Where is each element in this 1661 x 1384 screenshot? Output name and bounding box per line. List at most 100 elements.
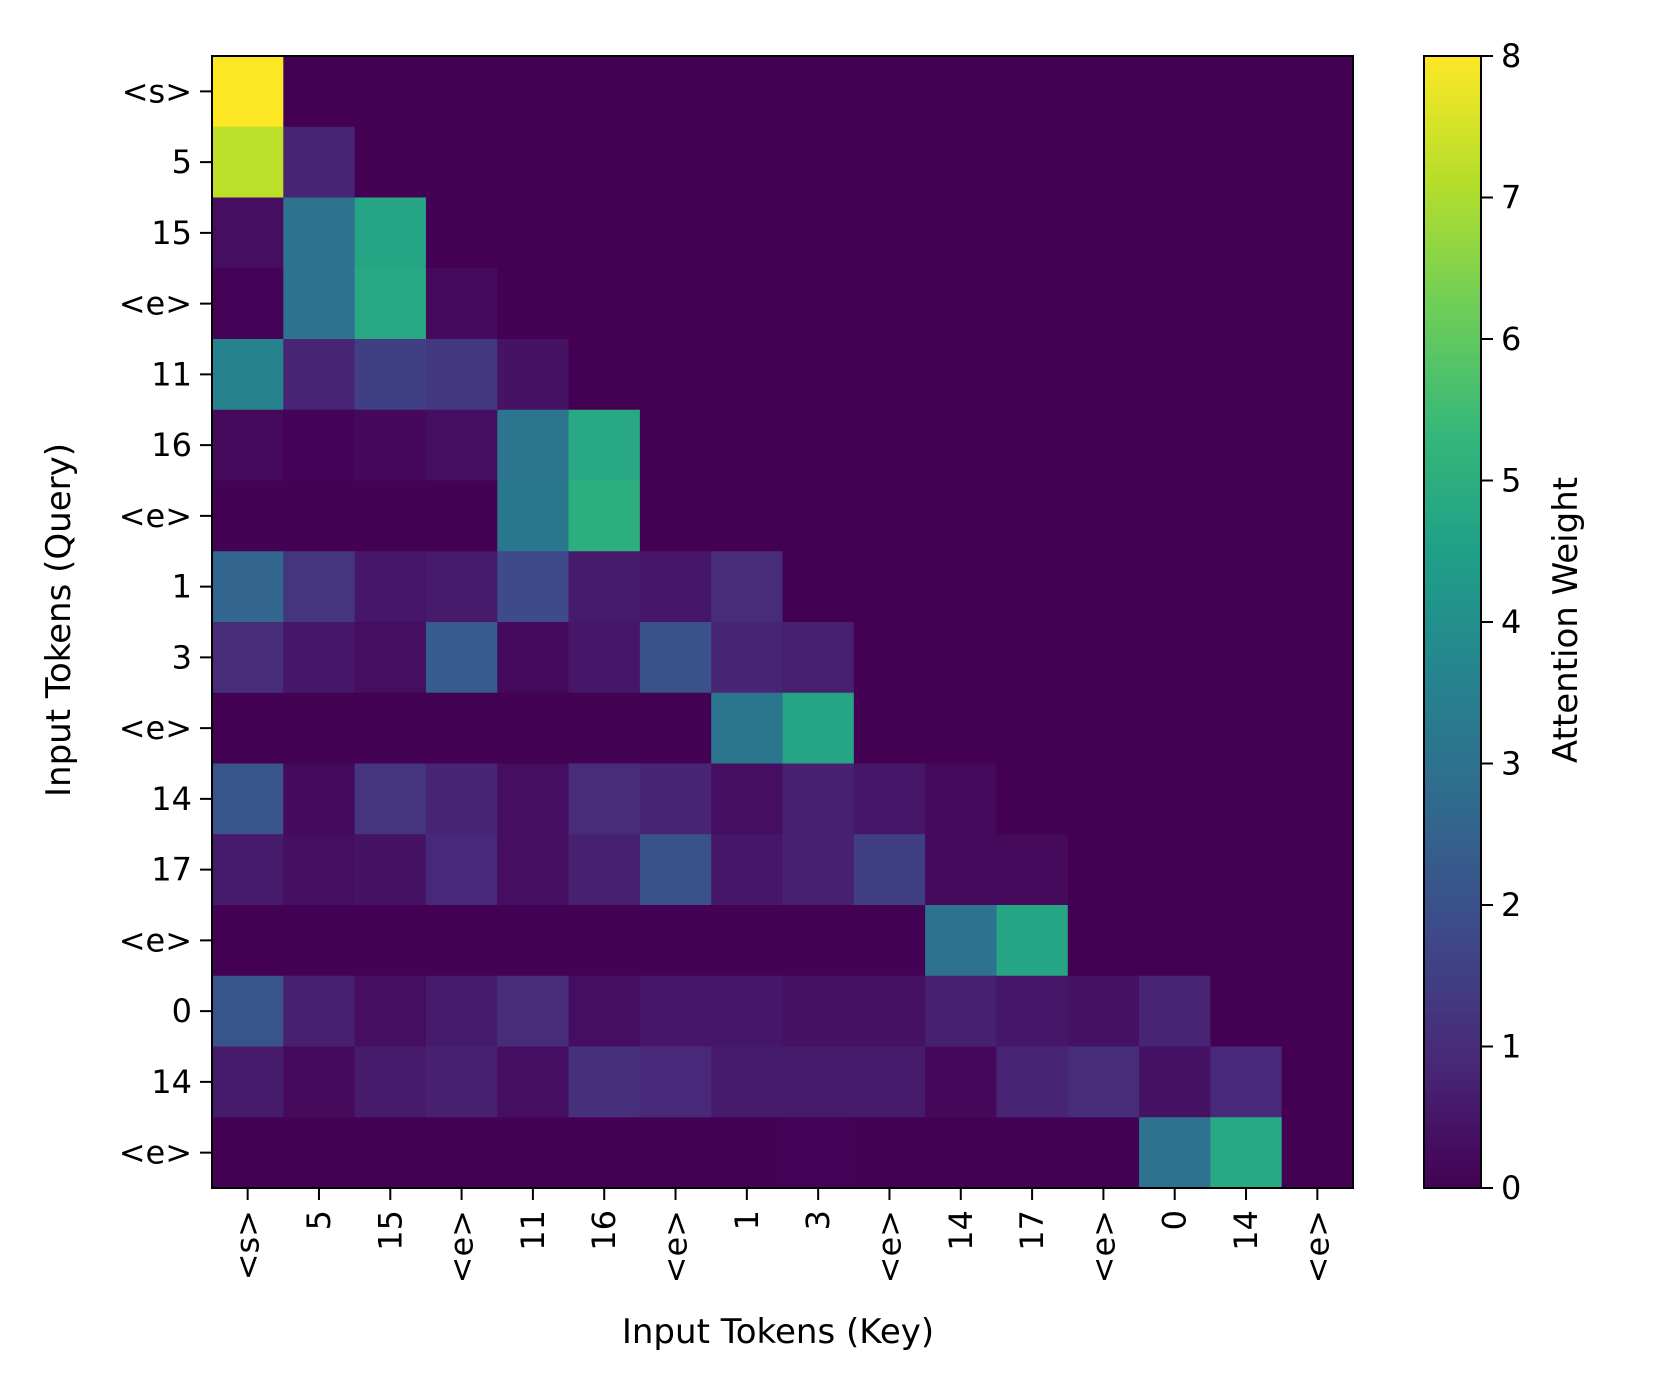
heatmap-cell: [497, 975, 570, 1048]
heatmap-cell: [925, 834, 998, 906]
heatmap-cell: [711, 834, 784, 906]
heatmap-cell: [925, 197, 998, 269]
heatmap-cell: [639, 834, 712, 906]
heatmap-cell: [996, 339, 1069, 411]
heatmap-cell: [354, 1046, 427, 1118]
heatmap-cell: [639, 268, 712, 340]
heatmap-cell: [212, 480, 284, 552]
plot-frame: [211, 55, 1354, 1189]
heatmap-cell: [497, 622, 570, 694]
heatmap-cell: [425, 339, 498, 411]
heatmap-cell: [782, 905, 855, 977]
y-tick-label: 15: [151, 214, 192, 252]
heatmap-cell: [1139, 692, 1211, 765]
y-axis-ticks: <s> 5 15 <e> 11 16 <e> 1 3 <e> 14 17 <e> 0 14 <e>: [119, 72, 212, 1172]
heatmap-cell: [925, 1117, 998, 1189]
heatmap-cell: [996, 975, 1069, 1048]
heatmap-cell: [639, 1046, 712, 1118]
x-tick-label: 15: [371, 1210, 409, 1251]
heatmap-cell: [354, 409, 427, 482]
heatmap-cell: [996, 409, 1069, 482]
x-tick-label: 14: [1227, 1210, 1265, 1251]
heatmap-cell: [568, 409, 641, 482]
heatmap-cell: [1067, 197, 1140, 269]
colorbar-tick-label: 4: [1501, 603, 1521, 641]
heatmap-cell: [639, 551, 712, 623]
heatmap-cell: [996, 1117, 1069, 1189]
heatmap-cell: [354, 1117, 427, 1189]
heatmap-cell: [568, 480, 641, 552]
heatmap-cell: [568, 692, 641, 765]
heatmap-cell: [711, 763, 784, 835]
heatmap-cell: [497, 56, 570, 128]
colorbar-ticks: 0 1 2 3 4 5 6 7 8: [1481, 37, 1521, 1207]
heatmap-cell: [782, 56, 855, 128]
heatmap-cell: [1139, 197, 1211, 269]
heatmap-cell: [283, 1117, 356, 1189]
heatmap-cell: [497, 409, 570, 482]
heatmap-cell: [497, 1046, 570, 1118]
heatmap-cell: [1067, 551, 1140, 623]
heatmap-cell: [568, 56, 641, 128]
heatmap-cell: [354, 975, 427, 1048]
heatmap-cell: [212, 622, 284, 694]
heatmap-cell: [283, 268, 356, 340]
heatmap-cell: [354, 268, 427, 340]
heatmap-cell: [497, 197, 570, 269]
heatmap-cell: [639, 1117, 712, 1189]
heatmap-cell: [996, 1046, 1069, 1118]
heatmap-cell: [925, 268, 998, 340]
heatmap-cell: [497, 268, 570, 340]
x-tick-label: <e>: [1084, 1210, 1122, 1283]
heatmap-cell: [996, 197, 1069, 269]
heatmap-cell: [782, 1046, 855, 1118]
heatmap-cell: [853, 409, 926, 482]
heatmap-cell: [354, 763, 427, 835]
heatmap-cell: [996, 56, 1069, 128]
heatmap-cell: [996, 268, 1069, 340]
heatmap-cell: [925, 622, 998, 694]
heatmap-cell: [782, 480, 855, 552]
heatmap-cell: [1139, 480, 1211, 552]
heatmap-cell: [497, 339, 570, 411]
heatmap-cell: [639, 975, 712, 1048]
heatmap-cell: [1067, 692, 1140, 765]
heatmap-cell: [996, 126, 1069, 199]
heatmap-cell: [497, 126, 570, 199]
heatmap-cell: [782, 763, 855, 835]
heatmap-cell: [1281, 905, 1354, 977]
heatmap-cell: [425, 1046, 498, 1118]
heatmap-cell: [497, 905, 570, 977]
heatmap-cell: [354, 339, 427, 411]
colorbar-tick-label: 6: [1501, 320, 1521, 358]
heatmap-cell: [568, 1117, 641, 1189]
heatmap-cell: [1067, 480, 1140, 552]
heatmap-cell: [711, 692, 784, 765]
heatmap-cell: [782, 409, 855, 482]
heatmap-cell: [568, 975, 641, 1048]
heatmap-cell: [1139, 905, 1211, 977]
heatmap-cell: [711, 268, 784, 340]
heatmap-cell: [996, 763, 1069, 835]
heatmap-cell: [425, 622, 498, 694]
heatmap-cell: [1210, 56, 1283, 128]
heatmap-cell: [1281, 763, 1354, 835]
heatmap-cell: [711, 56, 784, 128]
heatmap-cell: [782, 1117, 855, 1189]
heatmap-cell: [425, 551, 498, 623]
heatmap-cell: [1210, 268, 1283, 340]
heatmap-cell: [425, 126, 498, 199]
heatmap-cell: [782, 339, 855, 411]
x-tick-label: 11: [514, 1210, 552, 1251]
colorbar: [1423, 55, 1482, 1189]
x-tick-label: <e>: [657, 1210, 695, 1283]
y-tick-label: 17: [151, 851, 192, 889]
y-axis-label: Input Tokens (Query): [39, 443, 79, 797]
heatmap-cell: [283, 56, 356, 128]
heatmap-cell: [782, 551, 855, 623]
heatmap-cell: [212, 975, 284, 1048]
heatmap-cell: [853, 339, 926, 411]
heatmap-cell: [212, 197, 284, 269]
heatmap-cell: [283, 409, 356, 482]
